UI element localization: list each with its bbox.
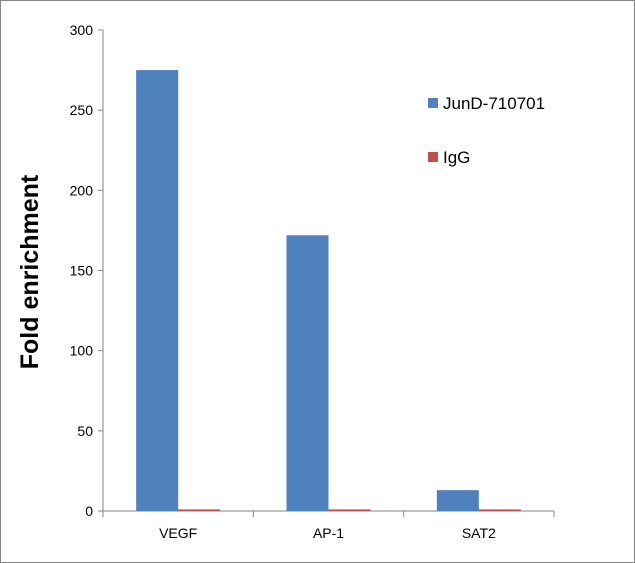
bars: [136, 70, 521, 511]
bar-junD: [286, 235, 329, 511]
bar-igg: [178, 509, 221, 511]
y-tick-label: 0: [85, 503, 93, 519]
bar-junD: [436, 490, 479, 511]
y-tick-label: 150: [70, 263, 94, 279]
bar-junD: [136, 70, 179, 511]
legend-swatch: [428, 152, 438, 162]
legend-label: IgG: [443, 148, 470, 167]
y-axis-title: Fold enrichment: [16, 174, 44, 369]
bar-igg: [328, 509, 371, 511]
y-tick-label: 50: [77, 423, 93, 439]
legend-swatch: [428, 98, 438, 108]
bar-igg: [478, 509, 521, 511]
x-tick-label: AP-1: [313, 525, 344, 541]
x-tick-label: SAT2: [462, 525, 496, 541]
y-axis: 0 50 100 150 200 250 300: [70, 22, 104, 519]
legend-label: JunD-710701: [443, 94, 545, 113]
y-tick-label: 100: [70, 343, 94, 359]
x-axis: VEGF AP-1 SAT2: [102, 510, 555, 541]
y-tick-label: 300: [70, 22, 94, 38]
y-tick-label: 250: [70, 102, 94, 118]
y-tick-label: 200: [70, 182, 94, 198]
legend: JunD-710701 IgG: [428, 94, 545, 167]
x-tick-label: VEGF: [159, 525, 197, 541]
